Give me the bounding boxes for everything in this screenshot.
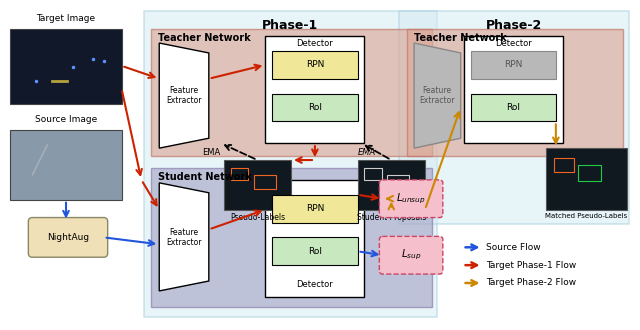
Bar — [399, 11, 629, 224]
Text: Target Image: Target Image — [36, 14, 95, 23]
Text: Target Phase-1 Flow: Target Phase-1 Flow — [486, 261, 577, 270]
Bar — [255, 175, 276, 189]
Bar — [10, 29, 122, 104]
Text: Teacher Network: Teacher Network — [414, 33, 507, 43]
Text: Feature
Extractor: Feature Extractor — [419, 86, 454, 105]
Text: RoI: RoI — [308, 103, 322, 112]
Text: RPN: RPN — [306, 204, 324, 213]
Text: Phase-2: Phase-2 — [486, 19, 542, 32]
Bar — [365, 168, 382, 180]
Bar — [407, 29, 623, 156]
Text: RPN: RPN — [504, 60, 522, 69]
Polygon shape — [159, 43, 209, 148]
FancyBboxPatch shape — [380, 180, 443, 217]
Text: Student Network: Student Network — [158, 172, 252, 182]
Text: Phase-1: Phase-1 — [262, 19, 318, 32]
Bar — [578, 165, 602, 181]
Text: Teacher Network: Teacher Network — [158, 33, 251, 43]
Text: Source Flow: Source Flow — [486, 243, 541, 252]
Text: $L_{sup}$: $L_{sup}$ — [401, 248, 421, 262]
Bar — [470, 94, 556, 121]
Text: RoI: RoI — [506, 103, 520, 112]
Bar — [266, 36, 365, 143]
Bar — [272, 195, 358, 222]
Bar — [272, 51, 358, 79]
Polygon shape — [414, 43, 461, 148]
Bar — [224, 160, 291, 210]
Text: $L_{unsup}$: $L_{unsup}$ — [396, 191, 426, 206]
Bar — [463, 36, 563, 143]
Text: RoI: RoI — [308, 247, 322, 256]
Text: Detector: Detector — [296, 39, 333, 48]
Bar — [358, 160, 425, 210]
Text: Target Phase-2 Flow: Target Phase-2 Flow — [486, 279, 577, 287]
Bar — [387, 175, 409, 189]
Bar — [272, 94, 358, 121]
Text: Feature
Extractor: Feature Extractor — [166, 86, 202, 105]
Text: EMA: EMA — [358, 148, 376, 157]
Text: RPN: RPN — [306, 60, 324, 69]
Text: Student Proposals: Student Proposals — [356, 213, 426, 222]
Bar — [554, 158, 573, 172]
Polygon shape — [159, 183, 209, 291]
Text: EMA: EMA — [202, 148, 221, 157]
FancyBboxPatch shape — [380, 236, 443, 274]
Bar — [145, 11, 437, 317]
Bar — [10, 130, 122, 200]
Bar — [266, 180, 365, 297]
FancyBboxPatch shape — [28, 217, 108, 257]
Text: Pseudo-Labels: Pseudo-Labels — [230, 213, 285, 222]
Text: NightAug: NightAug — [47, 233, 89, 242]
Bar — [470, 51, 556, 79]
Text: Matched Pseudo-Labels: Matched Pseudo-Labels — [545, 213, 628, 218]
Bar — [151, 29, 432, 156]
Text: Feature
Extractor: Feature Extractor — [166, 228, 202, 247]
Text: Detector: Detector — [495, 39, 532, 48]
Bar — [151, 168, 432, 307]
Bar — [230, 168, 248, 180]
Text: Detector: Detector — [296, 280, 333, 289]
Bar — [546, 148, 627, 210]
Text: Source Image: Source Image — [35, 115, 97, 124]
Bar — [272, 237, 358, 265]
